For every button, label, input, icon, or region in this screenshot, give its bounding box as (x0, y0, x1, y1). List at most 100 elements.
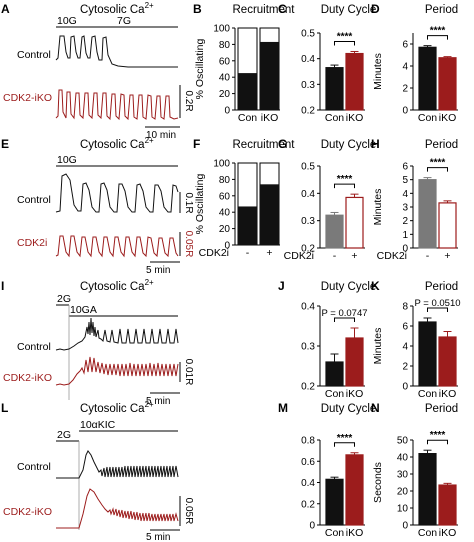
x-tick-label: - (246, 247, 250, 259)
y-tick-label: 40 (219, 208, 231, 219)
y-tick-label: 20 (219, 89, 231, 100)
group-label: CDK2i (284, 250, 314, 262)
bar (418, 179, 437, 249)
x-tick-label: - (426, 250, 430, 262)
y-tick-label: 20 (219, 224, 231, 235)
title-superscript: 2+ (145, 278, 154, 287)
significance-label: **** (337, 433, 353, 444)
stim-label-1: 2G (57, 429, 71, 441)
significance-bracket (427, 439, 448, 445)
x-tick-label: Con (325, 112, 344, 124)
trace-label-control: Control (17, 49, 51, 61)
x-tick-label: - (333, 250, 337, 262)
panel-letter: L (1, 401, 8, 415)
x-tick-label: iKO (346, 112, 364, 124)
significance-label: **** (430, 158, 446, 169)
chart-panel-n: N Period 0 10 20 30 40 50 Seconds Con iKO **** (371, 401, 458, 539)
y-tick-label: 0.4 (301, 54, 315, 65)
y-tick-label: 2 (402, 216, 408, 227)
panel-letter: B (193, 2, 202, 16)
y-tick-label: 3 (402, 203, 408, 214)
y-tick-label: 0 (402, 244, 408, 255)
x-tick-label: Con (238, 112, 257, 124)
y-tick-label: 0.3 (301, 216, 315, 227)
panel-letter: N (371, 401, 380, 415)
scale-label-x: 10 min (146, 130, 176, 141)
x-tick-label: Con (325, 527, 344, 539)
panel-title: Cytosolic Ca2+ (80, 1, 154, 16)
chart-panel-g: G Duty Cycle 0.2 0.3 0.4 0.5 - + CDK2i **** (278, 137, 376, 262)
chart-title: Period (425, 4, 458, 16)
panel-letter: E (1, 137, 9, 151)
bar (325, 214, 344, 249)
trace-ko (55, 356, 179, 386)
bar (325, 67, 344, 111)
chart-panel-k: K Period 0 2 4 6 8 Minutes Con iKO P = 0.0510 (371, 279, 461, 400)
title-superscript: 2+ (145, 400, 154, 409)
scale-label-x: 5 min (146, 532, 170, 542)
panel-letter: C (278, 2, 287, 16)
trace-label-control: Control (17, 194, 51, 206)
group-label: CDK2i (199, 247, 229, 259)
chart-title: Duty Cycle (321, 403, 377, 415)
significance-bracket (427, 167, 448, 172)
bar (438, 336, 457, 387)
significance-bracket (334, 317, 355, 322)
y-tick-label: 10 (397, 504, 409, 515)
bar (438, 484, 457, 526)
significance-label: P = 0.0747 (321, 308, 367, 319)
stim-label-2: 10αKIC (80, 419, 116, 431)
x-tick-label: + (444, 250, 450, 262)
panel-title: Cytosolic Ca2+ (80, 278, 154, 293)
y-tick-label: 0.4 (301, 302, 315, 313)
chart-panel-c: C Duty Cycle 0.2 0.3 0.4 0.5 Con iKO **** (278, 2, 376, 124)
y-tick-label: 80 (219, 175, 231, 186)
significance-label: **** (430, 430, 446, 441)
stim-label-2: 7G (117, 15, 131, 27)
y-tick-label: 40 (219, 73, 231, 84)
group-label: CDK2i (377, 250, 407, 262)
scale-label-x: 5 min (146, 265, 170, 276)
x-tick-label: Con (418, 388, 437, 400)
scale-label-y: 0.2R (183, 90, 194, 111)
y-tick-label: 4 (402, 189, 408, 200)
scale-label-y: 0.1R (183, 192, 194, 213)
trace-label-control: Control (17, 341, 51, 353)
chart-title: Recruitment (233, 139, 296, 151)
bar (345, 337, 364, 387)
trace-label-control: Control (17, 461, 51, 473)
panel-i: I Cytosolic Ca2+ 2G 10GA Control CDK2-iK… (1, 278, 194, 407)
y-tick-label: 0.2 (301, 244, 315, 255)
panel-a: A Cytosolic Ca2+ 10G 7G Control CDK2-iKO… (1, 1, 194, 141)
significance-bracket (427, 307, 448, 312)
y-tick-label: 60 (219, 191, 231, 202)
x-tick-label: Con (325, 388, 344, 400)
scale-label-y: 0.05R (183, 231, 194, 258)
y-tick-label: 0.4 (301, 478, 315, 489)
stim-label-1: 2G (57, 293, 71, 305)
chart-title: Duty Cycle (321, 139, 377, 151)
y-axis-label: Minutes (372, 53, 384, 90)
panel-letter: D (371, 2, 380, 16)
y-tick-label: 2 (402, 84, 408, 95)
x-tick-label: iKO (439, 527, 457, 539)
trace-label-ko: CDK2-iKO (3, 506, 52, 518)
y-axis-label: % Oscillating (194, 39, 206, 100)
y-tick-label: 20 (397, 487, 409, 498)
y-tick-label: 0.5 (301, 162, 315, 173)
x-tick-label: iKO (439, 388, 457, 400)
y-axis-label: Minutes (372, 189, 384, 226)
chart-panel-j: J Duty Cycle 0.2 0.3 0.4 Con iKO P = 0.0747 (278, 279, 376, 400)
significance-bracket (334, 183, 355, 189)
y-tick-label: 0 (402, 106, 408, 117)
chart-title: Period (425, 403, 458, 415)
significance-label: **** (337, 174, 353, 185)
title-main: Cytosolic Ca (80, 4, 145, 16)
trace-ko (55, 235, 179, 258)
y-tick-label: 40 (397, 453, 409, 464)
panel-letter: F (193, 137, 200, 151)
bar (260, 41, 279, 110)
chart-title: Period (425, 139, 458, 151)
y-tick-label: 6 (402, 40, 408, 51)
x-tick-label: iKO (346, 527, 364, 539)
